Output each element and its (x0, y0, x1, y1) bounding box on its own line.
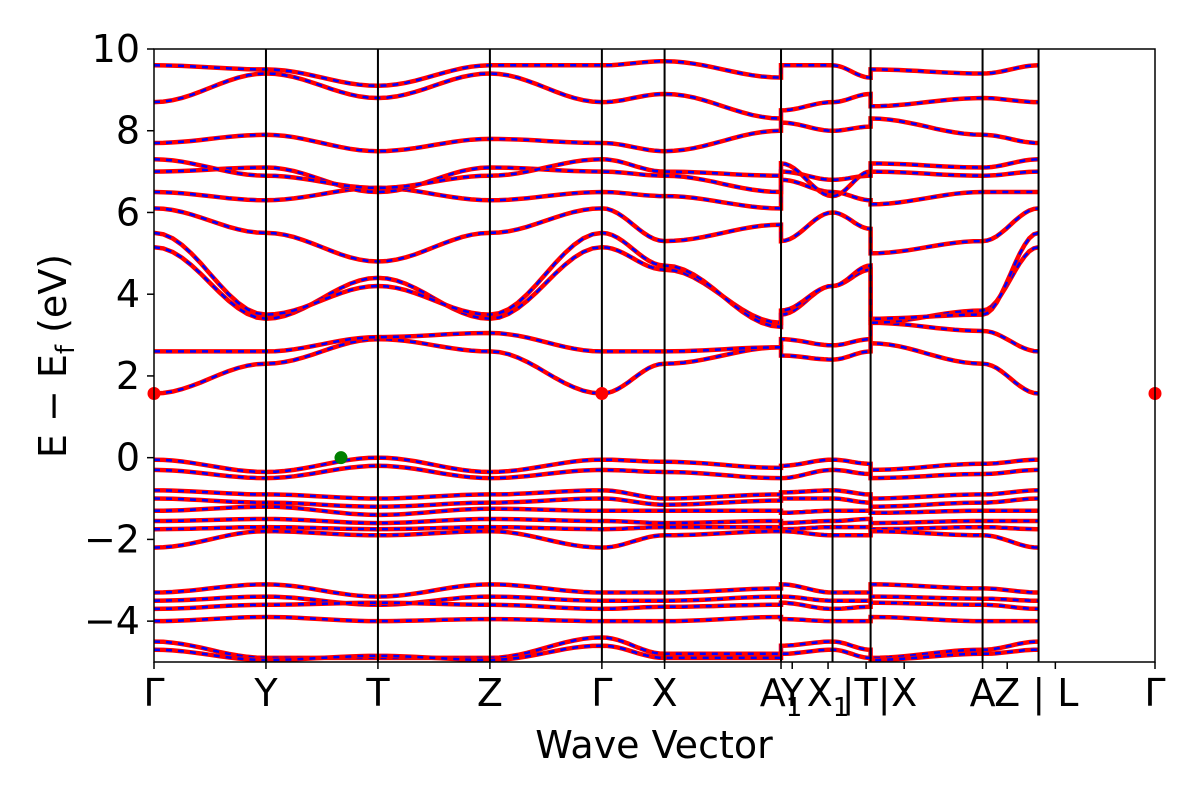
kpoint-lines (264, 49, 1040, 662)
x-tick-label: Y (780, 671, 805, 715)
bands-layer (154, 59, 1040, 662)
band-line-spin-down (154, 601, 1039, 611)
x-tick-label: Z (994, 671, 1020, 715)
x-tick-label: |T| (842, 671, 891, 716)
cbm-marker (595, 387, 609, 401)
y-tick-label: 8 (116, 109, 140, 153)
y-axis-title-unit: (eV) (31, 254, 75, 345)
x-tick-label: Y (253, 671, 278, 715)
band-line-spin-up (154, 528, 1039, 550)
vbm-marker (334, 451, 348, 465)
y-ticks: −4 −2 0 2 4 6 8 10 (84, 27, 154, 643)
y-tick-label: 2 (116, 354, 140, 398)
x-tick-label: Z (477, 671, 503, 715)
y-tick-label: 4 (116, 272, 140, 316)
x-tick-label: A (970, 671, 996, 715)
band-line-spin-up (154, 71, 1039, 121)
band-line-spin-up (154, 643, 1039, 662)
y-axis-title-subscript: f (51, 344, 81, 354)
x-tick-label: | L (1032, 671, 1078, 716)
x-tick-label: A1 (760, 671, 803, 723)
band-line-spin-up (154, 116, 1039, 154)
y-tick-label: 6 (116, 190, 140, 234)
x-tick-label: X (891, 671, 917, 715)
x-tick-label: T (365, 671, 390, 715)
plot-frame (153, 48, 1156, 663)
band-line-spin-down (154, 583, 1039, 598)
x-tick-label: X1 (807, 671, 850, 723)
band-line-spin-down (154, 615, 1039, 623)
y-tick-label: −2 (84, 517, 140, 561)
y-tick-label: −4 (84, 599, 140, 643)
band-line-spin-down (154, 464, 1039, 480)
x-axis-title: Wave Vector (535, 723, 773, 767)
y-axis-title: E − Ef (eV) (31, 254, 81, 458)
x-tick-label: Γ (1144, 671, 1165, 715)
band-line-spin-down (154, 505, 1039, 517)
band-line-spin-down (154, 72, 1039, 120)
band-line-spin-down (154, 529, 1039, 549)
band-line-spin-down (154, 644, 1039, 662)
band-line-spin-down (154, 489, 1039, 500)
band-line-spin-down (154, 337, 1039, 395)
y-tick-label: 0 (116, 436, 140, 480)
extrema-markers (147, 387, 1162, 465)
band-line-spin-up (154, 177, 1039, 211)
band-line-spin-down (154, 517, 1039, 525)
y-tick-label: 10 (92, 27, 140, 71)
y-axis-title-main: E − E (31, 354, 75, 458)
x-tick-label: X (652, 671, 678, 715)
x-tick-label: Γ (591, 671, 612, 715)
x-tick-label: Γ (143, 671, 164, 715)
